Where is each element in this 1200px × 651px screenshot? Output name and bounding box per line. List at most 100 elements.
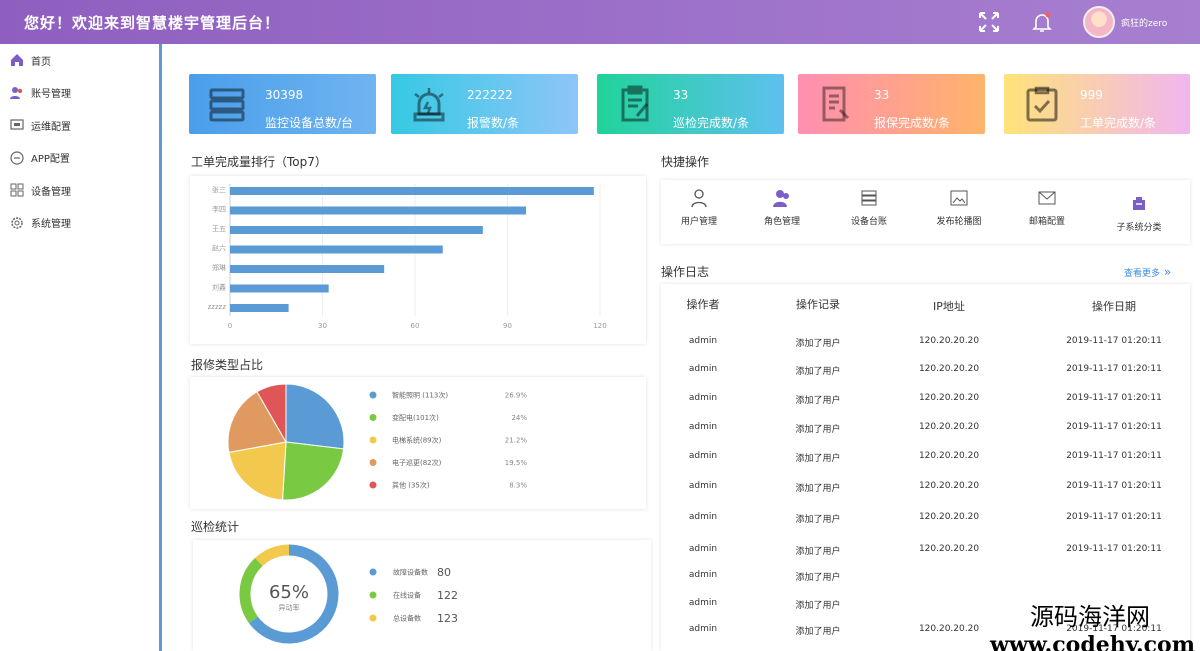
y-tick-label: zzzzz — [208, 303, 227, 311]
quick-op-subsystem-category[interactable]: 子系统分类 — [1099, 194, 1179, 233]
user-menu[interactable]: 疯狂的zero — [1083, 6, 1167, 38]
quick-op-user-mgmt[interactable]: 用户管理 — [659, 188, 739, 227]
quick-op-device-ledger[interactable]: 设备台账 — [829, 188, 909, 227]
quick-op-role-mgmt[interactable]: 角色管理 — [742, 188, 822, 227]
table-cell: 120.20.20.20 — [918, 393, 980, 403]
view-more-link[interactable]: 查看更多 » — [1124, 265, 1171, 279]
sidebar-item-label: 运维配置 — [31, 121, 71, 133]
stat-label: 监控设备总数/台 — [265, 116, 354, 130]
stat-card-repairs[interactable]: 33 报保完成数/条 — [798, 74, 985, 134]
table-cell: 添加了用户 — [795, 601, 841, 611]
stat-value: 222222 — [467, 88, 513, 102]
avatar[interactable] — [1083, 6, 1115, 38]
username: 疯狂的zero — [1121, 18, 1168, 29]
legend-label: 总设备数 — [393, 614, 421, 623]
table-cell: 添加了用户 — [795, 627, 841, 637]
table-cell: 2019-11-17 01:20:11 — [1066, 422, 1162, 432]
watermark-line1: 源码海洋网 — [1030, 603, 1150, 631]
sidebar-item-ops-config[interactable]: 运维配置 — [0, 109, 159, 142]
table-cell: 120.20.20.20 — [918, 624, 980, 634]
legend-label: 变配电(101次) — [392, 413, 439, 422]
top-header: 您好！欢迎来到智慧楼宇管理后台！ 疯狂的zero — [0, 0, 1200, 44]
stat-card-workorders[interactable]: 999 工单完成数/条 — [1004, 74, 1190, 134]
quick-op-label: 子系统分类 — [1116, 223, 1162, 233]
fullscreen-icon[interactable] — [977, 10, 1001, 34]
x-tick-label: 30 — [318, 322, 327, 330]
table-cell: 2019-11-17 01:20:11 — [1066, 544, 1162, 554]
checklist-icon — [1026, 86, 1058, 122]
x-tick-label: 120 — [593, 322, 606, 330]
donut-center-value: 65% — [269, 582, 309, 603]
mail-icon — [1038, 191, 1056, 205]
table-cell: 120.20.20.20 — [918, 364, 980, 374]
stat-card-alarms[interactable]: 222222 报警数/条 — [391, 74, 578, 134]
table-cell: admin — [688, 570, 718, 580]
app-icon — [10, 151, 24, 165]
legend-dot — [369, 481, 377, 489]
bar — [230, 265, 385, 273]
sidebar-item-device-mgmt[interactable]: 设备管理 — [0, 174, 159, 207]
user-icon — [691, 189, 707, 208]
table-cell: admin — [688, 336, 718, 346]
legend-percent: 26.9% — [505, 392, 528, 400]
view-more-label: 查看更多 — [1124, 269, 1161, 279]
sidebar-item-home[interactable]: 首页 — [0, 44, 159, 77]
stat-value: 33 — [673, 88, 689, 102]
bar — [230, 206, 526, 215]
table-cell: admin — [688, 393, 718, 403]
users-icon — [10, 86, 24, 100]
table-cell: 120.20.20.20 — [918, 422, 980, 432]
x-tick-label: 60 — [411, 322, 420, 330]
donut-chart-title: 巡检统计 — [191, 520, 240, 534]
log-header-date: 操作日期 — [1092, 300, 1136, 313]
legend-value: 122 — [437, 589, 458, 602]
table-cell: admin — [688, 422, 718, 432]
bar-chart-panel: 0 30 60 90 120 张三 李四 王五 赵六 郑琳 刘鑫 zzzzz — [190, 176, 646, 344]
table-cell: 添加了用户 — [795, 547, 841, 557]
sidebar-item-app-config[interactable]: APP配置 — [0, 142, 159, 175]
quick-op-publish-carousel[interactable]: 发布轮播图 — [919, 188, 999, 227]
pie-slice — [256, 383, 287, 444]
stat-card-devices[interactable]: 30398 监控设备总数/台 — [189, 74, 376, 134]
pie-chart: 智能照明 (113次) 26.9% 变配电(101次) 24% 电梯系统(89次) 21.… — [227, 383, 528, 501]
table-cell: 添加了用户 — [795, 454, 841, 464]
bar — [230, 187, 594, 195]
pie-slice — [228, 441, 287, 501]
quick-ops-title: 快捷操作 — [661, 155, 710, 169]
stat-label: 巡检完成数/条 — [673, 116, 750, 130]
legend-percent: 24% — [511, 414, 527, 422]
quick-op-mail-config[interactable]: 邮箱配置 — [1007, 188, 1087, 227]
stat-value: 30398 — [265, 88, 304, 102]
sidebar-item-label: 账号管理 — [31, 89, 71, 101]
table-cell: admin — [688, 544, 718, 554]
alarm-icon — [413, 88, 445, 122]
stat-card-inspections[interactable]: 33 巡检完成数/条 — [597, 74, 784, 134]
y-tick-label: 张三 — [212, 185, 226, 194]
table-cell: 2019-11-17 01:20:11 — [1066, 624, 1162, 634]
table-cell: 添加了用户 — [795, 425, 841, 435]
legend-label: 电子巡更(82次) — [392, 458, 442, 467]
log-table-panel: 操作者 操作记录 IP地址 操作日期 admin 添加了用户 120.20.20.2… — [661, 284, 1190, 651]
table-cell: 添加了用户 — [795, 484, 841, 494]
table-cell: 2019-11-17 01:20:11 — [1066, 336, 1162, 346]
table-cell: 2019-11-17 01:20:11 — [1066, 512, 1162, 522]
watermark: 源码海洋网 www.codehy.com — [990, 597, 1200, 651]
stat-value: 999 — [1080, 88, 1103, 102]
legend-value: 80 — [437, 566, 451, 579]
legend-label: 故障设备数 — [393, 568, 428, 577]
bar — [230, 304, 289, 312]
quick-op-label: 角色管理 — [763, 217, 800, 227]
bar — [230, 226, 483, 234]
donut-chart-panel: 65% 异动率 故障设备数 80 在线设备 122 总设备数 123 — [193, 540, 651, 651]
table-cell: admin — [688, 451, 718, 461]
bell-icon[interactable] — [1030, 10, 1054, 34]
sidebar-item-accounts[interactable]: 账号管理 — [0, 77, 159, 110]
table-cell: 120.20.20.20 — [918, 451, 980, 461]
table-cell: 2019-11-17 01:20:11 — [1066, 481, 1162, 491]
pie-chart-title: 报修类型占比 — [191, 358, 264, 372]
sidebar-item-system[interactable]: 系统管理 — [0, 207, 159, 240]
legend-percent: 21.2% — [505, 437, 528, 445]
y-tick-label: 赵六 — [212, 244, 226, 253]
bar-chart-title: 工单完成量排行（Top7） — [191, 155, 327, 169]
